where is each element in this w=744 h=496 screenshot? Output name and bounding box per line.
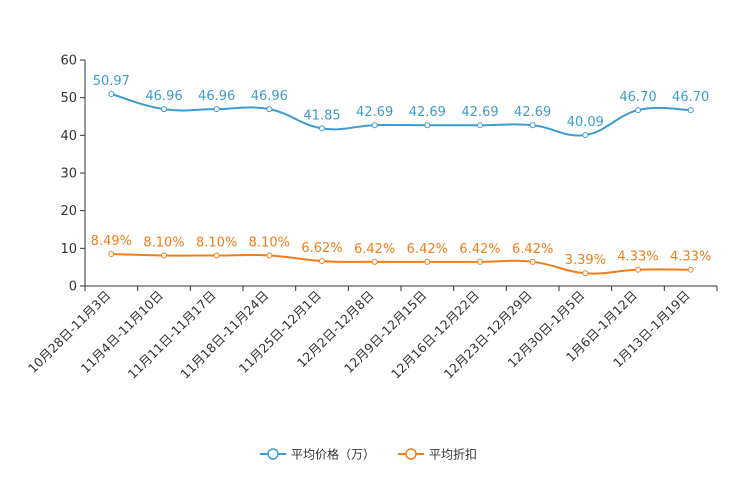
data-point <box>687 266 694 273</box>
data-point <box>635 266 641 273</box>
legend-marker <box>267 448 279 460</box>
axes: 010203040506010月28日-11月3日11月4日-11月10日11月… <box>25 54 718 382</box>
data-label: 46.70 <box>672 90 709 105</box>
data-label: 42.69 <box>409 105 446 120</box>
data-label: 42.69 <box>514 105 551 120</box>
legend: 平均价格（万） 平均折扣 <box>260 447 477 462</box>
legend-label: 平均折扣 <box>429 447 477 462</box>
data-point <box>161 252 167 259</box>
data-point <box>529 258 536 265</box>
y-tick-label: 10 <box>60 242 77 257</box>
data-label: 6.42% <box>407 242 448 257</box>
data-label: 41.85 <box>303 108 340 123</box>
x-tick-label: 11月11日-11月17日 <box>125 288 219 382</box>
data-point <box>161 106 167 113</box>
data-label: 6.42% <box>459 242 500 257</box>
data-label: 42.69 <box>356 105 393 120</box>
data-point <box>319 258 325 265</box>
data-point <box>477 258 483 265</box>
legend-item-1: 平均价格（万） <box>260 447 375 462</box>
data-label: 46.96 <box>251 89 288 104</box>
data-point <box>319 125 325 132</box>
data-label: 8.10% <box>196 235 237 250</box>
x-tick-label: 11月18日-11月24日 <box>177 288 271 382</box>
data-point <box>582 270 589 277</box>
data-label: 46.96 <box>198 89 235 104</box>
data-point <box>529 122 536 129</box>
legend-item-2: 平均折扣 <box>398 447 477 462</box>
data-point <box>424 258 431 265</box>
y-tick-label: 40 <box>60 129 77 144</box>
data-label: 42.69 <box>461 105 498 120</box>
data-point <box>371 122 378 129</box>
data-point <box>424 122 431 129</box>
data-point <box>687 107 694 114</box>
series-layer: 50.97 46.96 46.96 46.96 41.85 42.69 42.69 42.69… <box>91 74 711 277</box>
data-point <box>266 252 273 259</box>
series-2: 8.49% 8.10% 8.10% 8.10% 6.62% 6.42% 6.42% 6.42%… <box>91 234 711 277</box>
data-label: 4.33% <box>617 250 658 265</box>
data-label: 6.42% <box>512 242 553 257</box>
data-label: 8.49% <box>91 234 132 249</box>
data-label: 40.09 <box>567 115 604 130</box>
series-1: 50.97 46.96 46.96 46.96 41.85 42.69 42.69 42.69… <box>93 74 709 138</box>
data-point <box>213 106 220 113</box>
data-point <box>213 252 220 259</box>
data-label: 8.10% <box>249 235 290 250</box>
y-tick-label: 60 <box>60 54 77 69</box>
y-tick-label: 0 <box>69 280 77 295</box>
y-tick-label: 50 <box>60 91 77 106</box>
data-point <box>108 91 115 98</box>
data-point <box>582 131 589 138</box>
legend-marker <box>405 448 417 460</box>
data-point <box>371 258 378 265</box>
data-point <box>266 106 273 113</box>
data-label: 6.42% <box>354 242 395 257</box>
data-point <box>108 251 115 258</box>
data-label: 46.96 <box>145 89 182 104</box>
data-label: 46.70 <box>619 90 656 105</box>
x-tick-label: 12月23日-12月29日 <box>441 288 535 382</box>
data-point <box>477 122 483 129</box>
y-tick-label: 20 <box>60 204 77 219</box>
legend-label: 平均价格（万） <box>291 447 375 462</box>
x-tick-label: 12月16日-12月22日 <box>388 288 482 382</box>
data-label: 6.62% <box>301 241 342 256</box>
series-line <box>111 93 691 137</box>
data-label: 50.97 <box>93 74 130 89</box>
series-line <box>111 253 691 275</box>
y-tick-label: 30 <box>60 167 77 182</box>
data-point <box>635 107 641 114</box>
data-label: 4.33% <box>670 250 711 265</box>
data-label: 8.10% <box>143 235 184 250</box>
data-label: 3.39% <box>565 253 606 268</box>
